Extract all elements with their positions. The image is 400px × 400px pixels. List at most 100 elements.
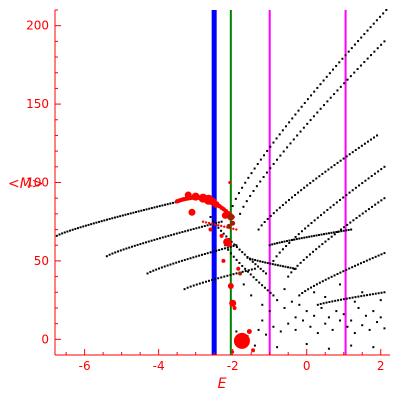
y-tick-label: 0 bbox=[41, 332, 49, 346]
black-point bbox=[127, 213, 130, 216]
black-point bbox=[269, 262, 272, 265]
black-point bbox=[318, 245, 321, 248]
black-point bbox=[215, 249, 218, 252]
black-point bbox=[259, 158, 262, 161]
black-point bbox=[337, 299, 340, 302]
black-point bbox=[357, 295, 360, 298]
black-point bbox=[186, 286, 189, 289]
black-point bbox=[169, 263, 172, 266]
black-point bbox=[160, 266, 163, 269]
black-point bbox=[305, 343, 308, 346]
black-point bbox=[287, 266, 290, 269]
black-point bbox=[359, 64, 362, 67]
black-point bbox=[206, 224, 209, 227]
black-point bbox=[114, 251, 117, 254]
black-point bbox=[226, 246, 229, 249]
black-point bbox=[63, 231, 66, 234]
black-point bbox=[315, 177, 318, 180]
black-point bbox=[95, 221, 98, 224]
black-point bbox=[69, 229, 72, 232]
black-point bbox=[319, 83, 322, 86]
black-point bbox=[209, 251, 212, 254]
black-point bbox=[220, 276, 223, 279]
black-point bbox=[253, 167, 256, 170]
red-point bbox=[223, 225, 226, 228]
black-point bbox=[372, 22, 375, 25]
black-point bbox=[268, 244, 271, 247]
black-point bbox=[368, 293, 371, 296]
black-point bbox=[279, 330, 282, 333]
red-point bbox=[207, 221, 211, 225]
black-point bbox=[329, 96, 332, 99]
black-point bbox=[247, 176, 250, 179]
x-tick-label: -2 bbox=[227, 359, 239, 373]
black-point bbox=[283, 306, 286, 309]
black-point bbox=[302, 126, 305, 129]
black-point bbox=[344, 54, 347, 57]
black-point bbox=[382, 12, 385, 15]
black-point bbox=[84, 224, 87, 227]
black-point bbox=[325, 75, 328, 78]
black-point bbox=[309, 119, 312, 122]
black-point bbox=[354, 296, 357, 299]
black-point bbox=[251, 258, 254, 261]
black-point bbox=[313, 291, 316, 294]
black-point bbox=[295, 238, 298, 241]
black-point bbox=[214, 278, 217, 281]
black-point bbox=[71, 228, 74, 231]
black-point bbox=[357, 306, 360, 309]
black-point bbox=[153, 238, 156, 241]
black-point bbox=[209, 216, 212, 218]
black-point bbox=[366, 294, 369, 297]
black-point bbox=[342, 298, 345, 301]
black-point bbox=[342, 313, 345, 316]
black-point bbox=[309, 182, 312, 185]
black-point bbox=[340, 230, 343, 233]
black-point bbox=[383, 165, 386, 168]
black-point bbox=[347, 228, 350, 231]
black-point bbox=[333, 164, 336, 167]
black-point bbox=[323, 104, 326, 107]
black-point bbox=[257, 228, 260, 231]
black-point bbox=[369, 26, 372, 29]
points-layer bbox=[55, 9, 388, 354]
black-point bbox=[300, 105, 303, 108]
black-point bbox=[223, 247, 226, 250]
black-point bbox=[366, 57, 369, 60]
black-point bbox=[119, 249, 122, 252]
black-point bbox=[251, 260, 254, 263]
black-point bbox=[325, 301, 328, 304]
black-point bbox=[372, 346, 375, 349]
black-point bbox=[209, 223, 212, 226]
black-point bbox=[327, 168, 330, 171]
black-point bbox=[263, 154, 266, 157]
black-point bbox=[66, 230, 69, 233]
black-point bbox=[306, 184, 309, 187]
black-point bbox=[158, 267, 161, 270]
black-point bbox=[266, 149, 269, 152]
black-point bbox=[380, 291, 383, 294]
black-point bbox=[324, 322, 327, 325]
black-point bbox=[132, 211, 135, 214]
black-point bbox=[332, 68, 335, 71]
black-point bbox=[359, 262, 362, 265]
black-point bbox=[345, 229, 348, 232]
black-point bbox=[327, 316, 330, 319]
black-point bbox=[353, 332, 356, 335]
black-point bbox=[61, 232, 64, 235]
black-point bbox=[292, 138, 295, 141]
black-point bbox=[297, 109, 300, 112]
red-point bbox=[188, 208, 196, 216]
black-point bbox=[186, 229, 189, 232]
black-point bbox=[300, 230, 303, 233]
black-point bbox=[272, 162, 275, 165]
red-point bbox=[210, 222, 214, 226]
black-point bbox=[272, 259, 275, 262]
black-point bbox=[117, 250, 120, 253]
black-point bbox=[363, 33, 366, 36]
black-point bbox=[135, 211, 138, 214]
black-point bbox=[253, 267, 256, 270]
black-point bbox=[368, 328, 371, 331]
black-point bbox=[351, 189, 354, 192]
black-point bbox=[131, 245, 134, 248]
